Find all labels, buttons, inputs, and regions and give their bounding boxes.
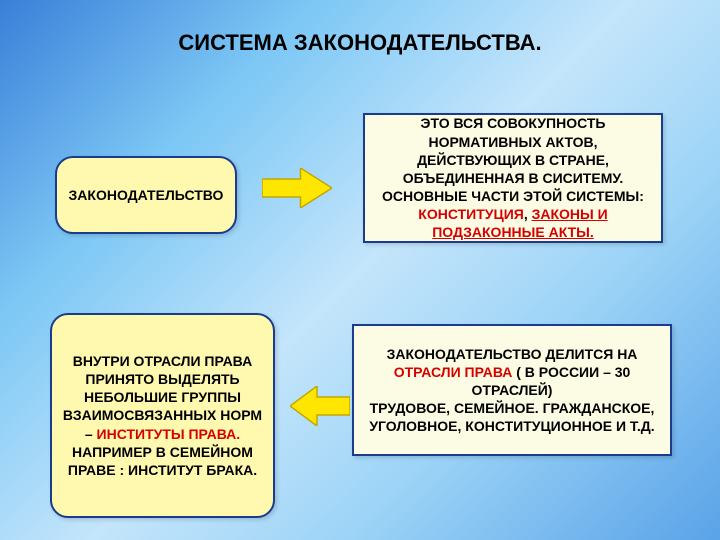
arrow-right-icon [262, 168, 332, 208]
arrow-left-icon [290, 386, 350, 426]
box-institutes: ВНУТРИ ОТРАСЛИ ПРАВА ПРИНЯТО ВЫДЕЛЯТЬ НЕ… [50, 313, 275, 518]
box-definition: ЭТО ВСЯ СОВОКУПНОСТЬ НОРМАТИВНЫХ АКТОВ, … [363, 113, 663, 243]
box-legislation: ЗАКОНОДАТЕЛЬСТВО [55, 156, 237, 234]
box-branches: ЗАКОНОДАТЕЛЬСТВО ДЕЛИТСЯ НА ОТРАСЛИ ПРАВ… [352, 324, 672, 456]
slide-title: СИСТЕМА ЗАКОНОДАТЕЛЬСТВА. [0, 30, 720, 56]
